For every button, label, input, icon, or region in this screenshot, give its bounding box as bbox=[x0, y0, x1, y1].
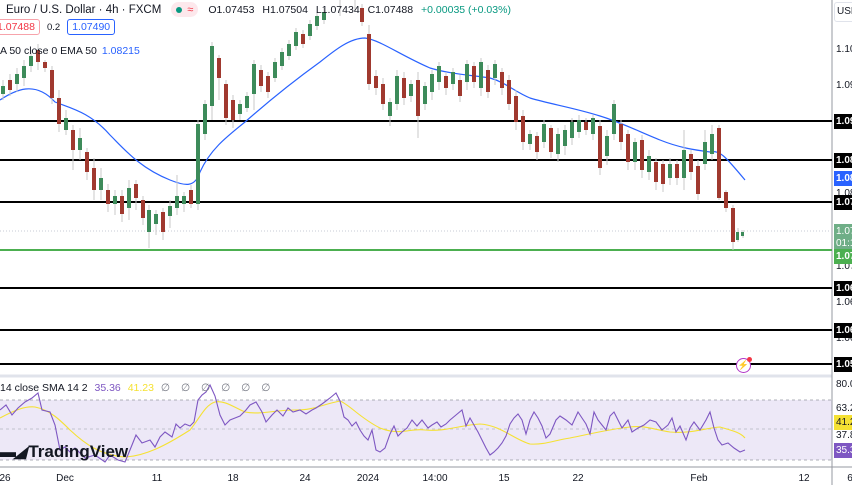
time-axis-label: 18 bbox=[227, 473, 239, 484]
rsi-legend[interactable]: 14 close SMA 14 2 35.36 41.23 ∅ ∅ ∅ ∅ ∅ … bbox=[0, 382, 274, 394]
price-axis-label: 1.08 bbox=[836, 188, 852, 199]
time-axis-label: 22 bbox=[572, 473, 584, 484]
level-price-tag: 1.06 bbox=[834, 281, 852, 296]
tradingview-mark-icon: ▬◢ bbox=[0, 444, 26, 461]
rsi-value: 35.36 bbox=[94, 382, 121, 394]
rsi-axis-label: 37.8 bbox=[836, 430, 852, 441]
level-price-tag: 1.09 bbox=[834, 114, 852, 129]
ema-line bbox=[0, 37, 746, 185]
time-axis-label: 14:00 bbox=[422, 473, 448, 484]
price-axis-label: 1.07 bbox=[836, 261, 852, 272]
price-axis-label: 1.09 bbox=[836, 80, 852, 91]
tradingview-logo-text: TradingView bbox=[28, 442, 129, 461]
rsi-label: 14 close SMA 14 2 bbox=[0, 382, 88, 394]
ema-price-tag: 1.08 bbox=[834, 171, 852, 186]
notification-dot-icon bbox=[747, 357, 752, 362]
time-axis-label: 6 bbox=[847, 473, 852, 484]
time-axis-label: 11 bbox=[151, 473, 163, 484]
rsi-sma-line bbox=[0, 400, 746, 458]
price-axis-label: 1.06 bbox=[836, 297, 852, 308]
time-axis-label: Feb bbox=[690, 473, 708, 484]
time-axis-label: 2024 bbox=[356, 473, 380, 484]
time-axis-label: 15 bbox=[498, 473, 510, 484]
rsi-axis-label: 63.2 bbox=[836, 403, 852, 414]
time-axis-label: 24 bbox=[299, 473, 311, 484]
currency-selector[interactable]: USD bbox=[834, 2, 852, 22]
level-price-tag: 1.08 bbox=[834, 153, 852, 168]
bar-countdown-tag: 01:1 bbox=[834, 236, 852, 251]
candles bbox=[1, 0, 744, 250]
price-axis-label: 1.06 bbox=[836, 333, 852, 344]
horizontal-levels[interactable] bbox=[0, 120, 832, 365]
time-axis-label: 26 bbox=[0, 473, 11, 484]
tradingview-logo[interactable]: ▬◢ TradingView bbox=[0, 442, 128, 462]
price-axis-label: 1.10 bbox=[836, 44, 852, 55]
support-price-tag: 1.07 bbox=[834, 249, 852, 264]
rsi-sma-value: 41.23 bbox=[127, 382, 154, 394]
rsi-axis-label: 80.0 bbox=[836, 379, 852, 390]
rsi-sma-tag: 41.2 bbox=[834, 415, 852, 430]
rsi-empty-values: ∅ ∅ ∅ ∅ ∅ ∅ bbox=[160, 382, 275, 394]
lightning-alert-icon[interactable]: ⚡ bbox=[736, 357, 752, 373]
rsi-value-tag: 35.3 bbox=[834, 443, 852, 458]
level-price-tag: 1.07 bbox=[834, 195, 852, 210]
rsi-line bbox=[0, 383, 746, 463]
level-price-tag: 1.05 bbox=[834, 357, 852, 372]
time-axis-label: 12 bbox=[798, 473, 810, 484]
level-price-tag: 1.06 bbox=[834, 323, 852, 338]
time-axis-label: Dec bbox=[56, 473, 74, 484]
last-price-tag: 1.07 bbox=[834, 224, 852, 239]
